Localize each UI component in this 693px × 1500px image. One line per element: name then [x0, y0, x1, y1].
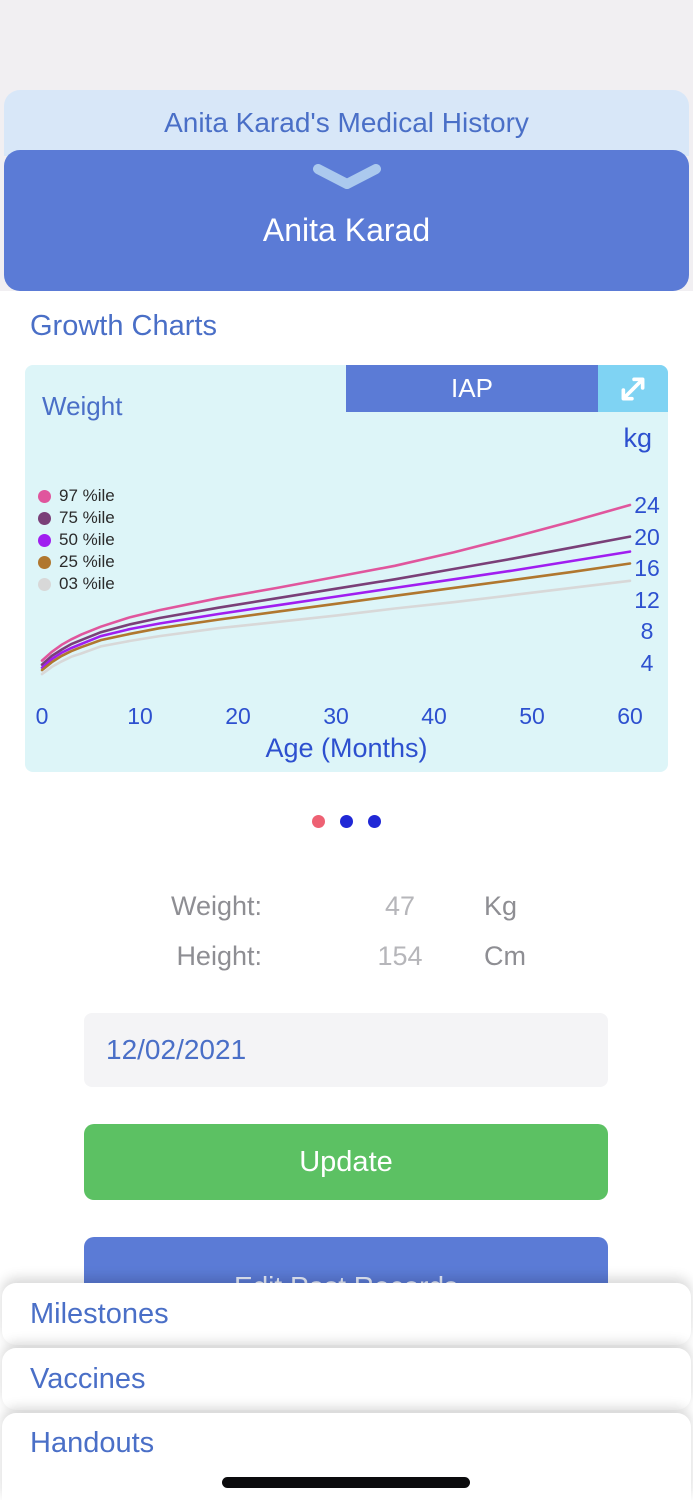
collapse-chevron-button[interactable] — [307, 164, 387, 194]
legend-item: 03 %ile — [38, 573, 115, 595]
carousel-dots — [0, 815, 693, 828]
carousel-dot[interactable] — [340, 815, 353, 828]
accordion-item-milestones[interactable]: Milestones — [2, 1283, 691, 1345]
chart-measure-label: Weight — [42, 391, 123, 421]
y-axis-tick: 20 — [634, 523, 660, 550]
legend-label: 25 %ile — [59, 552, 115, 571]
x-axis-tick: 40 — [421, 703, 447, 729]
chart-legend: 97 %ile 75 %ile 50 %ile 25 %ile 03 %ile — [38, 485, 115, 595]
legend-dot-icon — [38, 511, 51, 525]
x-axis-tick: 10 — [127, 703, 153, 729]
accordion-label: Vaccines — [30, 1362, 146, 1395]
patient-header-panel[interactable]: Anita Karad — [4, 150, 689, 291]
update-button[interactable]: Update — [84, 1124, 608, 1200]
measurement-label: Weight: — [170, 891, 262, 921]
iap-standard-button[interactable]: IAP — [346, 365, 598, 412]
y-axis-tick: 12 — [634, 586, 660, 613]
measurement-label: Height: — [176, 941, 262, 971]
legend-item: 50 %ile — [38, 529, 115, 551]
legend-dot-icon — [38, 489, 51, 503]
page-title: Anita Karad's Medical History — [164, 107, 529, 138]
measurement-unit: Kg — [484, 891, 518, 921]
x-axis-tick: 20 — [225, 703, 251, 729]
legend-label: 75 %ile — [59, 508, 115, 527]
legend-dot-icon — [38, 533, 51, 547]
carousel-dot-active[interactable] — [312, 815, 325, 828]
y-axis-tick: 16 — [634, 555, 660, 582]
x-axis-title: Age (Months) — [265, 733, 428, 763]
accordion-item-vaccines[interactable]: Vaccines — [2, 1348, 691, 1410]
legend-item: 97 %ile — [38, 485, 115, 507]
x-axis-ticks: 0 10 20 30 40 50 60 — [25, 703, 668, 729]
date-input[interactable]: 12/02/2021 — [84, 1013, 608, 1087]
x-axis-tick: 30 — [323, 703, 349, 729]
growth-chart-card[interactable]: Weight IAP kg 97 %ile 75 %ile 50 %ile 25 %i… — [25, 365, 668, 772]
legend-dot-icon — [38, 555, 51, 569]
legend-item: 75 %ile — [38, 507, 115, 529]
accordion-label: Handouts — [30, 1427, 155, 1459]
measurement-row: Height: 154 Cm — [0, 941, 693, 991]
home-indicator[interactable] — [222, 1477, 470, 1488]
expand-icon — [621, 377, 645, 400]
y-axis-unit-label: kg — [623, 423, 652, 453]
carousel-dot[interactable] — [368, 815, 381, 828]
medical-history-header: Anita Karad's Medical History — [4, 90, 689, 156]
accordion-label: Milestones — [30, 1297, 169, 1330]
chevron-down-icon — [312, 164, 381, 189]
legend-dot-icon — [38, 577, 51, 591]
growth-charts-title: Growth Charts — [30, 310, 217, 342]
measurement-row: Weight: 47 Kg — [0, 891, 693, 941]
legend-label: 03 %ile — [59, 574, 115, 593]
measurement-value-field[interactable]: 154 — [377, 941, 423, 971]
x-axis-tick: 50 — [519, 703, 545, 729]
y-axis-tick: 8 — [640, 618, 654, 645]
y-axis-tick: 4 — [640, 650, 654, 676]
fullscreen-button[interactable] — [598, 365, 668, 412]
patient-name: Anita Karad — [262, 212, 431, 248]
legend-label: 50 %ile — [59, 530, 115, 549]
y-axis-tick: 24 — [634, 492, 660, 518]
measurement-unit: Cm — [484, 941, 526, 971]
growth-curves-plot — [40, 503, 632, 676]
bottom-accordion: Milestones Vaccines Handouts — [2, 1283, 691, 1500]
measurement-value-field[interactable]: 47 — [384, 891, 416, 921]
legend-item: 25 %ile — [38, 551, 115, 573]
legend-label: 97 %ile — [59, 486, 115, 505]
date-value: 12/02/2021 — [106, 1034, 247, 1065]
measurements: Weight: 47 Kg Height: 154 Cm — [0, 891, 693, 991]
x-axis-tick: 0 — [35, 703, 49, 729]
x-axis-tick: 60 — [617, 703, 643, 729]
